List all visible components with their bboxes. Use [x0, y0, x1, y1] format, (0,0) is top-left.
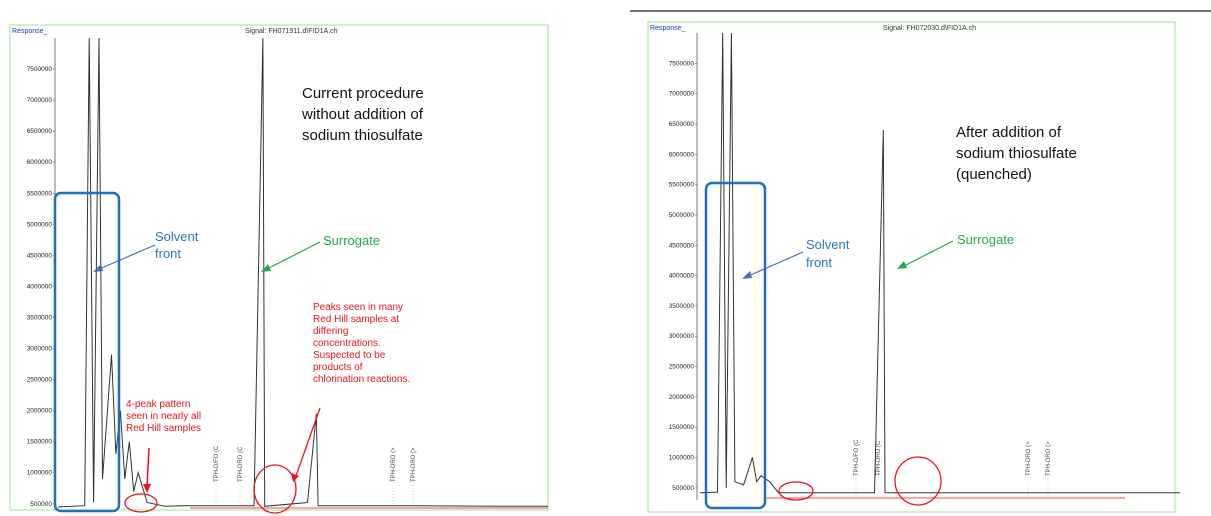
y-tick-label: 7000000 — [27, 97, 53, 104]
y-axis: 7500000 7000000 6500000 6000000 5500000 50000… — [27, 66, 55, 508]
y-tick-label: 2500000 — [669, 364, 695, 371]
y-tick-label: 3500000 — [27, 314, 53, 321]
y-tick-label: 5000000 — [27, 221, 53, 228]
pattern-circle — [778, 481, 814, 501]
solvent-line: front — [806, 255, 832, 270]
y-tick-label: 2500000 — [27, 377, 53, 384]
solvent-front-box — [53, 191, 121, 513]
peaks-line: Peaks seen in many — [313, 302, 403, 313]
peaks-line: concentrations. — [313, 338, 381, 349]
y-tick-label: 3000000 — [669, 333, 695, 340]
surrogate-arrow — [901, 240, 954, 268]
peaks-circle — [894, 456, 942, 506]
retention-marker-label: TPH-DRO (> — [1046, 441, 1052, 476]
procedure-text: Current procedure without addition of so… — [301, 85, 428, 144]
surrogate-arrowhead — [261, 264, 271, 272]
retention-marker-label: TPH-D/FO (C — [214, 445, 220, 482]
y-tick-label: 6000000 — [27, 159, 53, 166]
plot-frame — [647, 21, 1176, 513]
chromatogram-left: Response_ Signal: FH071911.d\FID1A.ch 75… — [9, 24, 549, 514]
y-tick-label: 5000000 — [669, 212, 695, 219]
retention-marker-label: TPH-DRO (> — [411, 447, 417, 482]
peaks-arrow — [295, 407, 321, 477]
y-tick-label: 1000000 — [27, 470, 53, 477]
signal-title: Signal: FH072030.d\FID1A.ch — [883, 25, 976, 32]
y-axis: 7500000 7000000 6500000 6000000 5500000 50000… — [669, 60, 697, 492]
signal-title: Signal: FH071911.d\FID1A.ch — [245, 28, 338, 35]
peaks-line: differing — [313, 326, 348, 337]
response-label: Response_ — [12, 28, 48, 35]
y-tick-label: 4500000 — [27, 252, 53, 259]
chromatogram-trace — [699, 32, 1180, 494]
pattern-note: 4-peak pattern seen in nearly all Red Hi… — [126, 399, 204, 434]
surrogate-label: Surrogate — [957, 232, 1014, 247]
procedure-line: sodium thiosulfate — [956, 145, 1077, 162]
retention-marker-label: TPH-DRO (> — [391, 447, 397, 482]
pattern-line: seen in nearly all — [126, 411, 201, 422]
solvent-arrowhead — [93, 264, 103, 272]
surrogate-arrow — [264, 241, 321, 271]
procedure-line: After addition of — [956, 124, 1062, 141]
solvent-line: Solvent — [806, 237, 850, 252]
solvent-line: front — [155, 246, 181, 261]
plot-frame — [9, 24, 549, 511]
solvent-front-label: Solvent front — [806, 237, 853, 270]
retention-markers: TPH-D/FO (C TPH-DRO (C TPH-DRO (> TPH-DRO (… — [854, 439, 1052, 500]
solvent-front-box — [704, 181, 767, 510]
y-tick-label: 6500000 — [669, 121, 695, 128]
y-tick-label: 5500000 — [669, 182, 695, 189]
y-tick-label: 1000000 — [669, 455, 695, 462]
y-tick-label: 500000 — [30, 501, 52, 508]
surrogate-arrowhead — [897, 261, 907, 269]
peaks-line: products of — [313, 362, 363, 373]
peaks-line: Red Hill samples at — [313, 314, 399, 325]
retention-marker-label: TPH-DRO (C — [876, 440, 882, 476]
procedure-line: Current procedure — [302, 85, 424, 102]
pattern-arrow — [146, 447, 150, 487]
retention-marker-label: TPH-DRO (> — [1026, 441, 1032, 476]
pattern-arrowhead — [143, 484, 151, 493]
y-tick-label: 7500000 — [27, 66, 53, 73]
pattern-circle — [124, 493, 158, 513]
solvent-line: Solvent — [155, 229, 199, 244]
y-tick-label: 2000000 — [669, 394, 695, 401]
solvent-arrowhead — [742, 271, 752, 279]
procedure-line: without addition of — [301, 106, 424, 123]
solvent-front-label: Solvent front — [155, 229, 202, 261]
y-tick-label: 7500000 — [669, 60, 695, 67]
procedure-line: sodium thiosulfate — [302, 127, 423, 144]
y-tick-label: 6500000 — [27, 128, 53, 135]
y-tick-label: 2000000 — [27, 408, 53, 415]
response-label: Response_ — [650, 25, 686, 32]
peaks-line: chlorination reactions. — [313, 374, 410, 385]
y-tick-label: 4000000 — [27, 283, 53, 290]
retention-marker-label: TPH-D/FO (C — [854, 439, 860, 476]
retention-markers: TPH-D/FO (C TPH-DRO (C TPH-DRO (> TPH-DRO (… — [214, 445, 417, 510]
procedure-line: (quenched) — [956, 166, 1032, 183]
procedure-text: After addition of sodium thiosulfate (qu… — [956, 124, 1081, 183]
y-tick-label: 500000 — [672, 485, 694, 492]
y-tick-label: 6000000 — [669, 151, 695, 158]
pattern-line: 4-peak pattern — [126, 399, 191, 410]
retention-marker-label: TPH-DRO (C — [238, 446, 244, 482]
y-tick-label: 1500000 — [669, 424, 695, 431]
peaks-circle — [253, 464, 297, 514]
surrogate-label: Surrogate — [323, 233, 380, 248]
y-tick-label: 3500000 — [669, 303, 695, 310]
y-tick-label: 4000000 — [669, 273, 695, 280]
y-tick-label: 7000000 — [669, 91, 695, 98]
chromatogram-right: Response_ Signal: FH072030.d\FID1A.ch 75… — [630, 10, 1211, 513]
y-tick-label: 1500000 — [27, 439, 53, 446]
y-tick-label: 3000000 — [27, 346, 53, 353]
solvent-arrow — [96, 244, 156, 271]
pattern-line: Red Hill samples — [126, 423, 201, 434]
peaks-line: Suspected to be — [313, 350, 386, 361]
y-tick-label: 4500000 — [669, 242, 695, 249]
peaks-note: Peaks seen in many Red Hill samples at d… — [313, 302, 410, 385]
chromatogram-trace — [57, 37, 548, 508]
y-tick-label: 5500000 — [27, 190, 53, 197]
solvent-arrow — [745, 251, 804, 278]
